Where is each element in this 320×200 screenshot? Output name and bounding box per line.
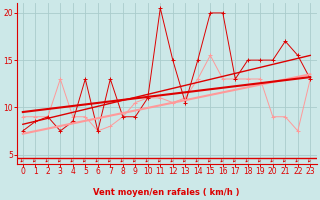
X-axis label: Vent moyen/en rafales ( km/h ): Vent moyen/en rafales ( km/h )	[93, 188, 240, 197]
